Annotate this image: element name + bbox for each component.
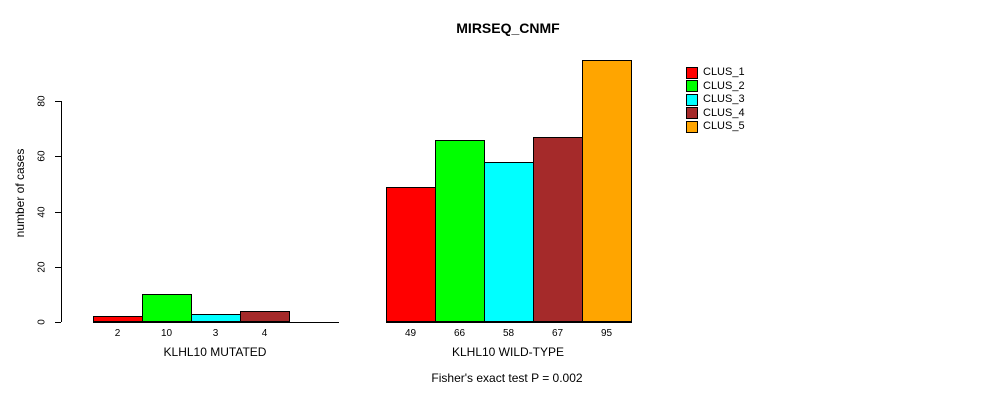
bar-value-label: 4 (261, 328, 268, 339)
y-axis-tick-label: 20 (36, 261, 48, 273)
chart-title: MIRSEQ_CNMF (456, 20, 560, 36)
bar (582, 59, 632, 322)
y-axis-tick-label: 80 (36, 95, 48, 107)
y-axis-tick (55, 211, 61, 213)
y-axis-tick (55, 101, 61, 102)
legend-label: CLUS_5 (703, 120, 745, 133)
y-axis-tick (55, 156, 61, 158)
bar-value-label: 10 (160, 328, 173, 339)
bar (533, 136, 583, 322)
y-axis-tick (55, 322, 61, 323)
bar (240, 310, 290, 322)
legend-item: CLUS_3 (686, 93, 745, 107)
bar-value-label: 3 (212, 328, 219, 339)
y-axis-line (61, 101, 62, 322)
bar-value-label: 66 (453, 328, 466, 339)
bar (142, 294, 192, 322)
x-axis-line (93, 322, 339, 323)
legend-swatch (686, 107, 698, 120)
group-label-wildtype: KLHL10 WILD-TYPE (451, 345, 565, 359)
legend-label: CLUS_4 (703, 106, 745, 119)
bar-value-label: 67 (551, 328, 564, 339)
y-axis-tick-label: 40 (36, 205, 48, 218)
bar (484, 161, 534, 322)
y-axis-tick-label: 0 (36, 319, 48, 325)
legend-swatch (686, 120, 698, 133)
legend-item: CLUS_1 (686, 66, 745, 80)
legend: CLUS_1 CLUS_2 CLUS_3 CLUS_4 CLUS_5 (686, 66, 745, 134)
bar-value-label: 95 (600, 328, 613, 339)
bar-value-label: 49 (404, 328, 417, 339)
caption-fisher-test: Fisher's exact test P = 0.002 (431, 371, 583, 385)
legend-swatch (686, 80, 698, 93)
legend-label: CLUS_3 (703, 93, 745, 106)
legend-item: CLUS_5 (686, 120, 745, 134)
legend-label: CLUS_2 (703, 79, 745, 92)
legend-swatch (686, 93, 698, 106)
group-label-mutated: KLHL10 MUTATED (163, 345, 267, 359)
y-axis-tick (55, 266, 61, 268)
bar-value-label: 2 (114, 328, 121, 339)
bar (435, 139, 485, 322)
legend-item: CLUS_2 (686, 80, 745, 94)
y-axis-label: number of cases (13, 148, 27, 238)
bar (386, 186, 436, 322)
x-axis-line (386, 322, 632, 323)
legend-swatch (686, 66, 698, 79)
y-axis-tick-label: 60 (36, 150, 48, 162)
legend-label: CLUS_1 (703, 66, 745, 79)
legend-item: CLUS_4 (686, 107, 745, 121)
bar (191, 313, 241, 322)
bar-value-label: 58 (502, 328, 515, 339)
